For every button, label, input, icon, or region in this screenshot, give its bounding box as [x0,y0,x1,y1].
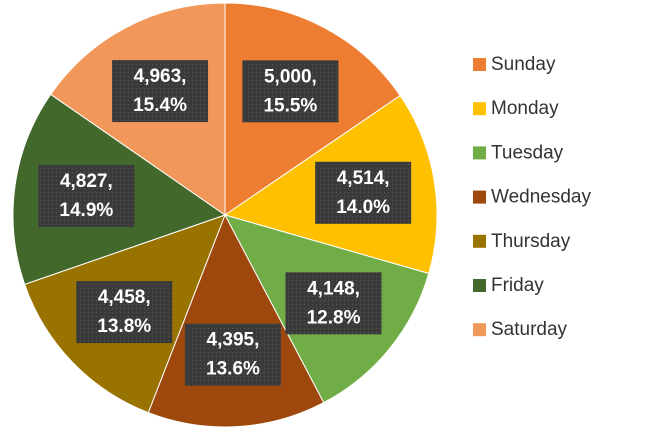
legend-label: Wednesday [491,187,591,208]
value-label: 5,000, [264,66,317,87]
value-label: 4,963, [134,66,187,87]
legend-swatch [473,102,486,116]
legend-label: Tuesday [491,142,564,163]
percent-label: 13.6% [206,359,260,380]
label-box [315,161,412,224]
legend-label: Saturday [491,319,568,340]
value-label: 4,395, [207,330,260,351]
percent-label: 15.4% [133,95,187,116]
legend-label: Sunday [491,54,556,75]
percent-label: 14.9% [59,200,113,221]
legend-swatch [473,234,486,248]
legend-swatch [473,279,486,292]
percent-label: 12.8% [307,307,361,328]
value-label: 4,458, [98,287,151,308]
legend-label: Thursday [491,231,571,252]
legend-swatch [473,323,486,337]
value-label: 4,148, [307,278,360,299]
percent-label: 14.0% [336,197,390,218]
label-box [242,60,339,123]
legend-label: Monday [491,98,559,119]
legend-label: Friday [491,275,544,296]
label-box [38,165,135,228]
label-box [285,272,382,335]
label-box [76,281,173,344]
value-label: 4,827, [60,171,113,192]
percent-label: 13.8% [97,316,151,337]
percent-label: 15.5% [263,95,317,116]
legend-swatch [473,190,486,204]
label-box [184,323,281,386]
value-label: 4,514, [337,168,390,189]
legend-swatch [473,58,486,71]
legend-swatch [473,146,486,160]
label-box [112,60,209,123]
